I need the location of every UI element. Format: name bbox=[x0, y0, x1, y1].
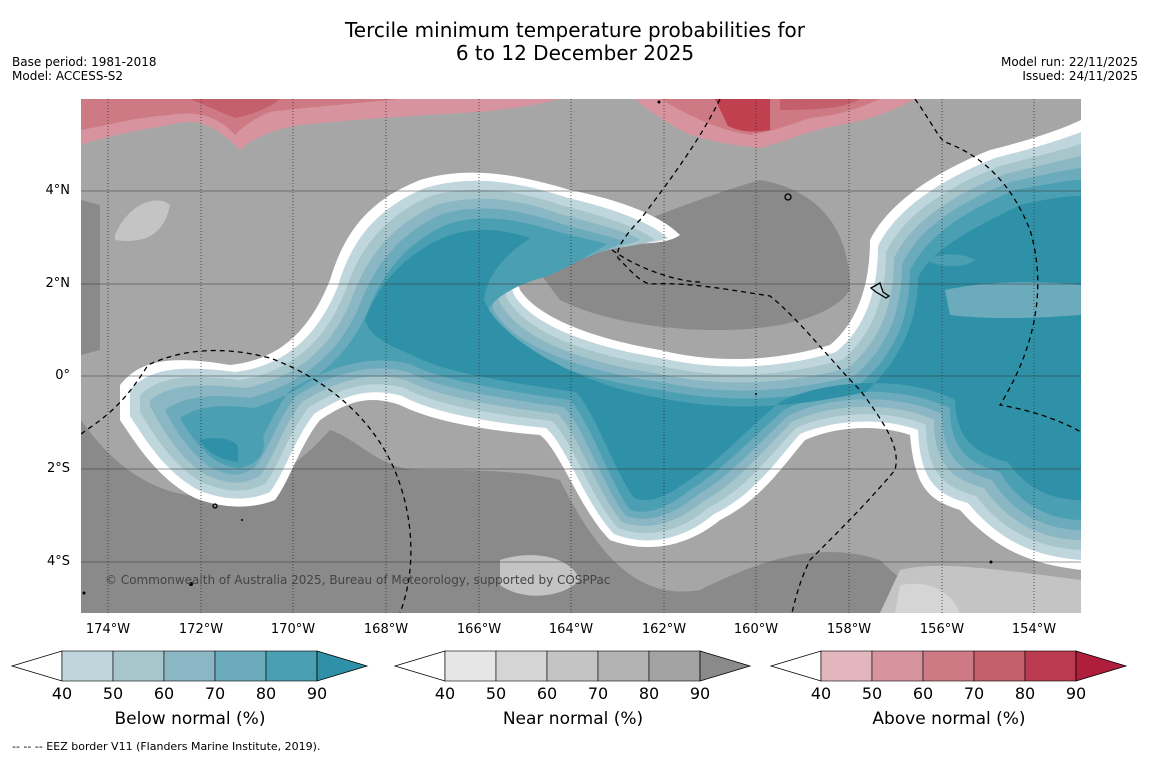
below-normal-east-patch bbox=[945, 282, 1081, 319]
colorbar-below-normal bbox=[10, 650, 369, 682]
island-dots bbox=[82, 100, 993, 595]
above-normal-band-right-core-2 bbox=[780, 99, 860, 110]
colorbar-label-below: Below normal (%) bbox=[114, 709, 266, 729]
colorbar-tick: 60 bbox=[536, 684, 558, 703]
colorbar-extend-high bbox=[316, 650, 369, 682]
map-field bbox=[81, 99, 1081, 613]
lat-label: 0° bbox=[55, 368, 70, 383]
island-markers bbox=[212, 193, 891, 509]
colorbar-tick: 50 bbox=[102, 684, 124, 703]
lon-label: 158°W bbox=[826, 622, 872, 637]
title-line-2: 6 to 12 December 2025 bbox=[455, 41, 695, 65]
lon-label: 156°W bbox=[919, 622, 965, 637]
near-normal-light-patch-1 bbox=[115, 200, 170, 241]
lat-label: 4°N bbox=[45, 183, 71, 198]
colorbar-tick: 90 bbox=[689, 684, 711, 703]
meta-left: Base period: 1981-2018 Model: ACCESS-S2 bbox=[12, 55, 157, 83]
lon-label: 162°W bbox=[641, 622, 687, 637]
colorbar-extend-low bbox=[10, 650, 63, 682]
colorbar-extend-low bbox=[393, 650, 446, 682]
meta-right: Model run: 22/11/2025 Issued: 24/11/2025 bbox=[1001, 55, 1138, 83]
below-normal-east-dark bbox=[930, 254, 975, 267]
chart-title: Tercile minimum temperature probabilitie… bbox=[0, 19, 1150, 65]
colorbar-segment bbox=[61, 650, 114, 682]
title-line-1: Tercile minimum temperature probabilitie… bbox=[344, 18, 806, 42]
colorbar-tick: 90 bbox=[1065, 684, 1087, 703]
above-normal-band-left-core bbox=[190, 99, 280, 118]
colorbar-segment bbox=[214, 650, 267, 682]
near-normal-light-patch-2 bbox=[500, 555, 580, 596]
colorbar-segment bbox=[973, 650, 1026, 682]
below-normal-40 bbox=[130, 132, 1081, 560]
colorbar-tick: 80 bbox=[1014, 684, 1036, 703]
colorbar-tick: 70 bbox=[963, 684, 985, 703]
colorbar-segment bbox=[495, 650, 548, 682]
colorbar-tick: 90 bbox=[306, 684, 328, 703]
lon-label: 164°W bbox=[548, 622, 594, 637]
colorbar-segment bbox=[871, 650, 924, 682]
above-normal-band-left-dark bbox=[81, 99, 400, 135]
colorbar-segments bbox=[61, 650, 318, 682]
colorbar-segments bbox=[820, 650, 1077, 682]
below-normal-50 bbox=[140, 144, 1081, 550]
colorbar-segment bbox=[265, 650, 318, 682]
colorbar-label-above: Above normal (%) bbox=[872, 709, 1026, 729]
lat-label: 2°S bbox=[46, 461, 70, 476]
lon-label: 154°W bbox=[1011, 622, 1057, 637]
below-normal-left-core-dark bbox=[200, 438, 238, 462]
colorbar-near-normal bbox=[393, 650, 752, 682]
near-normal-light-patch-4 bbox=[895, 583, 960, 613]
below-normal-70 bbox=[165, 168, 1081, 530]
near-normal-dark-south bbox=[81, 420, 1081, 613]
lon-label: 168°W bbox=[363, 622, 409, 637]
colorbar-segment bbox=[597, 650, 650, 682]
colorbar-label-near: Near normal (%) bbox=[502, 709, 644, 729]
eez-footer-note: -- -- -- EEZ border V11 (Flanders Marine… bbox=[12, 740, 321, 753]
below-normal-90-core bbox=[365, 196, 1081, 501]
colorbar-segment bbox=[1024, 650, 1077, 682]
lat-lines bbox=[81, 190, 1081, 563]
lon-label: 170°W bbox=[270, 622, 316, 637]
colorbar-extend-low bbox=[769, 650, 822, 682]
eez-borders bbox=[81, 99, 1081, 613]
colorbar-segment bbox=[922, 650, 975, 682]
colorbar-segment bbox=[163, 650, 216, 682]
colorbar-segment bbox=[444, 650, 497, 682]
near-normal-dark-north bbox=[530, 180, 850, 330]
lat-label: 4°S bbox=[46, 554, 70, 569]
colorbar-extend-high bbox=[699, 650, 752, 682]
colorbar-segments bbox=[444, 650, 701, 682]
near-normal-dark-left bbox=[81, 200, 100, 355]
colorbar-tick: 70 bbox=[204, 684, 226, 703]
colorbar-tick: 40 bbox=[51, 684, 73, 703]
colorbar-above-normal bbox=[769, 650, 1128, 682]
lat-label: 2°N bbox=[45, 276, 71, 291]
base-period-text: Base period: 1981-2018 bbox=[12, 55, 157, 69]
colorbar-tick: 60 bbox=[153, 684, 175, 703]
colorbar-tick: 40 bbox=[434, 684, 456, 703]
below-normal-60 bbox=[150, 156, 1081, 540]
colorbar-segment bbox=[546, 650, 599, 682]
lon-label: 160°W bbox=[733, 622, 779, 637]
colorbar-segment bbox=[112, 650, 165, 682]
colorbar-tick: 40 bbox=[810, 684, 832, 703]
model-text: Model: ACCESS-S2 bbox=[12, 69, 124, 83]
colorbar-tick: 80 bbox=[638, 684, 660, 703]
lon-label: 166°W bbox=[456, 622, 502, 637]
colorbar-tick: 50 bbox=[861, 684, 883, 703]
copyright-text: © Commonwealth of Australia 2025, Bureau… bbox=[105, 573, 611, 587]
lon-label: 174°W bbox=[85, 622, 131, 637]
issued-text: Issued: 24/11/2025 bbox=[1022, 69, 1138, 83]
colorbar-tick: 80 bbox=[255, 684, 277, 703]
model-run-text: Model run: 22/11/2025 bbox=[1000, 55, 1138, 69]
colorbar-extend-high bbox=[1075, 650, 1128, 682]
colorbar-tick: 60 bbox=[912, 684, 934, 703]
colorbar-tick: 50 bbox=[485, 684, 507, 703]
colorbar-tick: 70 bbox=[587, 684, 609, 703]
colorbar-segment bbox=[648, 650, 701, 682]
colorbar-segment bbox=[820, 650, 873, 682]
lon-label: 172°W bbox=[178, 622, 224, 637]
